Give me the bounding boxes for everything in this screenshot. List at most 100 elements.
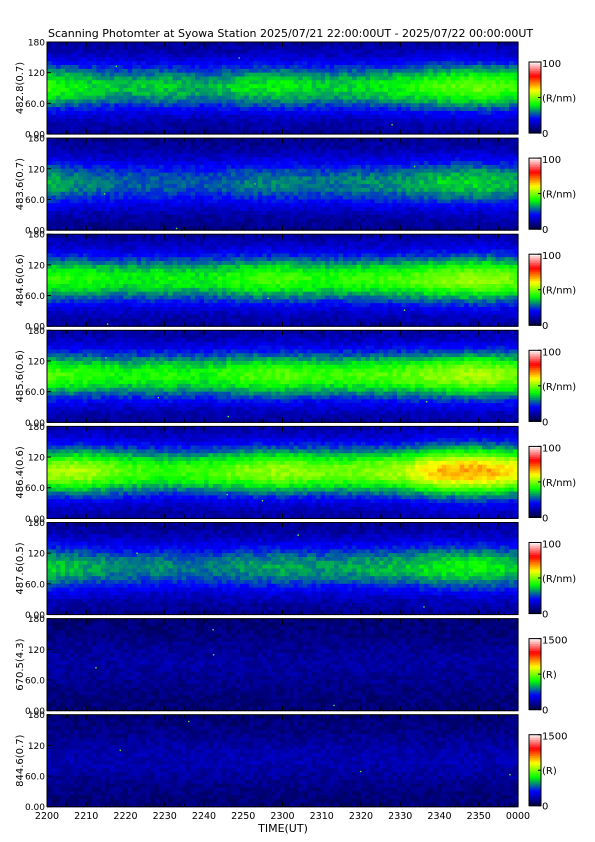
heatmap-cell [271,99,277,104]
heatmap-cell [73,210,79,216]
heatmap-cell [199,203,205,208]
heatmap-cell [302,95,308,101]
heatmap-cell [432,84,438,89]
heatmap-cell [450,76,456,81]
heatmap-cell [235,153,241,158]
heatmap-cell [123,107,129,112]
heatmap-cell [284,45,290,51]
heatmap-cell [275,111,281,116]
heatmap-cell [64,157,71,162]
heatmap-cell [383,80,389,85]
heatmap-cell [123,68,129,74]
heatmap-cell [423,53,429,58]
heatmap-cell [455,111,461,116]
heatmap-cell [432,172,438,178]
heatmap-cell [441,199,447,204]
heatmap-cell [343,45,349,51]
heatmap-cell [244,218,250,224]
heatmap-cell [127,176,133,181]
heatmap-cell [212,210,219,216]
heatmap-cell [244,118,250,124]
heatmap-cell [387,103,393,108]
heatmap-cell [356,180,362,185]
heatmap-cell [64,118,71,124]
heatmap-cell [311,184,317,189]
heatmap-cell [383,111,389,116]
heatmap-cell [374,218,380,224]
heatmap-cell [361,195,367,201]
heatmap-cell [217,222,223,227]
heatmap-cell [159,157,165,162]
heatmap-cell [419,99,425,104]
heatmap-cell [114,95,120,101]
heatmap-cell [118,176,124,181]
y-tick-label: 0.00 [25,131,45,141]
heatmap-cell [334,153,340,158]
heatmap-cell [392,138,398,143]
heatmap-cell [181,210,187,216]
heatmap-cell [482,180,488,185]
heatmap-cell [159,42,165,47]
heatmap-cell [352,42,358,47]
heatmap-cell [311,53,317,58]
heatmap-cell [468,99,474,104]
heatmap-cell [226,99,232,104]
heatmap-cell [82,207,88,212]
heatmap-cell [266,42,272,47]
heatmap-cell [302,207,308,212]
heatmap-cell [446,114,452,120]
heatmap-cell [127,68,133,74]
heatmap-cell [262,65,268,70]
heatmap-cell [47,222,53,227]
heatmap-cell [132,76,138,81]
heatmap-cell [509,72,515,78]
heatmap-cell [405,184,411,189]
heatmap-cell [509,149,515,155]
heatmap-cell [298,126,304,131]
heatmap-cell [486,68,492,74]
heatmap-cell [78,191,84,197]
heatmap-cell [100,199,106,204]
heatmap-cell [181,103,187,108]
heatmap-cell [73,187,79,193]
heatmap-cell [51,199,57,204]
heatmap-cell [114,88,120,93]
heatmap-cell [387,195,393,201]
heatmap-cell [221,76,228,81]
heatmap-cell [73,42,79,47]
heatmap-cell [154,122,160,127]
heatmap-cell [177,149,183,155]
heatmap-cell [491,107,497,112]
heatmap-cell [459,45,465,51]
heatmap-cell [123,99,129,104]
heatmap-cell [235,184,241,189]
heatmap-cell [459,111,465,116]
heatmap-cell [154,210,160,216]
colorbar-segment [529,74,541,77]
heatmap-cell [78,118,84,124]
heatmap-cell [199,45,205,51]
heatmap-cell [414,176,420,181]
heatmap-cell [455,95,461,101]
heatmap-cell [230,80,236,85]
heatmap-cell [477,65,483,70]
heatmap-cell [100,61,106,66]
heatmap-cell [105,84,111,89]
heatmap-cell [378,122,385,127]
heatmap-cell [69,45,75,51]
heatmap-cell [221,172,228,178]
heatmap-cell [450,49,456,55]
heatmap-cell [172,187,178,193]
heatmap-cell [275,99,281,104]
heatmap-cell [396,130,402,135]
heatmap-cell [284,187,290,193]
heatmap-cell [414,191,420,197]
heatmap-cell [352,122,358,127]
heatmap-cell [154,153,160,158]
heatmap-cell [266,195,272,201]
heatmap-cell [244,88,250,93]
heatmap-cell [338,76,344,81]
heatmap-cell [334,126,340,131]
heatmap-cell [491,88,497,93]
heatmap-cell [284,191,290,197]
